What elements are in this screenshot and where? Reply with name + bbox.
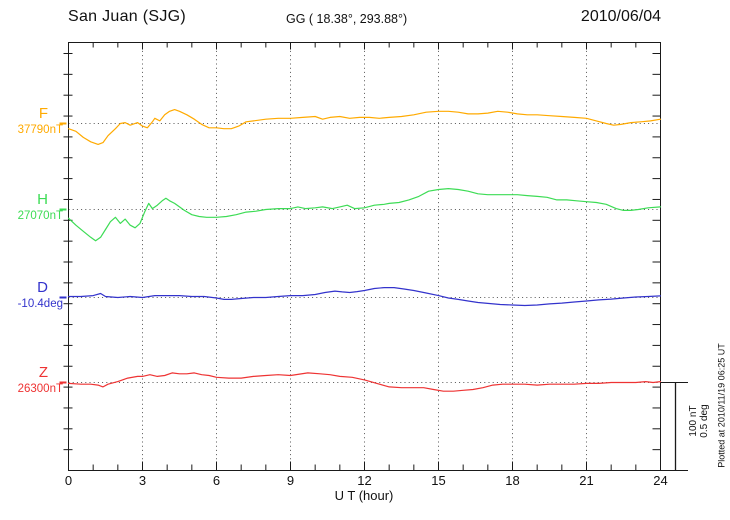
component-label-h: H xyxy=(37,191,48,208)
component-label-d: D xyxy=(37,279,48,296)
x-tick-label: 12 xyxy=(357,473,372,488)
observation-date: 2010/06/04 xyxy=(580,8,661,25)
x-tick-label: 9 xyxy=(286,473,295,488)
baseline-value-z: 26300nT xyxy=(17,383,63,395)
x-tick-label: 0 xyxy=(64,473,73,488)
trace-d xyxy=(67,287,662,307)
x-tick-label: 15 xyxy=(431,473,446,488)
x-tick-label: 24 xyxy=(653,473,668,488)
x-axis-tick-labels: 0 3 6 9 12 15 18 21 24 xyxy=(0,473,730,489)
component-label-f: F xyxy=(38,105,48,122)
trace-f xyxy=(67,108,662,145)
plot-frame xyxy=(68,42,661,471)
amplitude-scale-labels: 100 nT 0.5 deg xyxy=(688,381,710,461)
trace-z xyxy=(67,372,662,392)
station-title: San Juan (SJG) xyxy=(68,8,187,25)
x-tick-label: 18 xyxy=(505,473,520,488)
plotted-at-timestamp: Plotted at 2010/11/19 06:25 UT xyxy=(716,343,727,468)
x-axis-title: U T (hour) xyxy=(334,488,394,503)
scale-label-deg: 0.5 deg xyxy=(699,404,710,438)
baseline-value-d: -10.4deg xyxy=(17,298,63,310)
x-tick-label: 21 xyxy=(579,473,594,488)
baseline-value-f: 37790nT xyxy=(17,124,63,136)
x-tick-label: 3 xyxy=(138,473,147,488)
trace-h xyxy=(67,188,662,242)
geographic-coordinates: GG ( 18.38°, 293.88°) xyxy=(286,12,408,26)
baseline-value-h: 27070nT xyxy=(17,210,63,222)
component-label-z: Z xyxy=(38,364,48,381)
x-tick-label: 6 xyxy=(212,473,221,488)
scale-label-nt: 100 nT xyxy=(688,405,699,437)
